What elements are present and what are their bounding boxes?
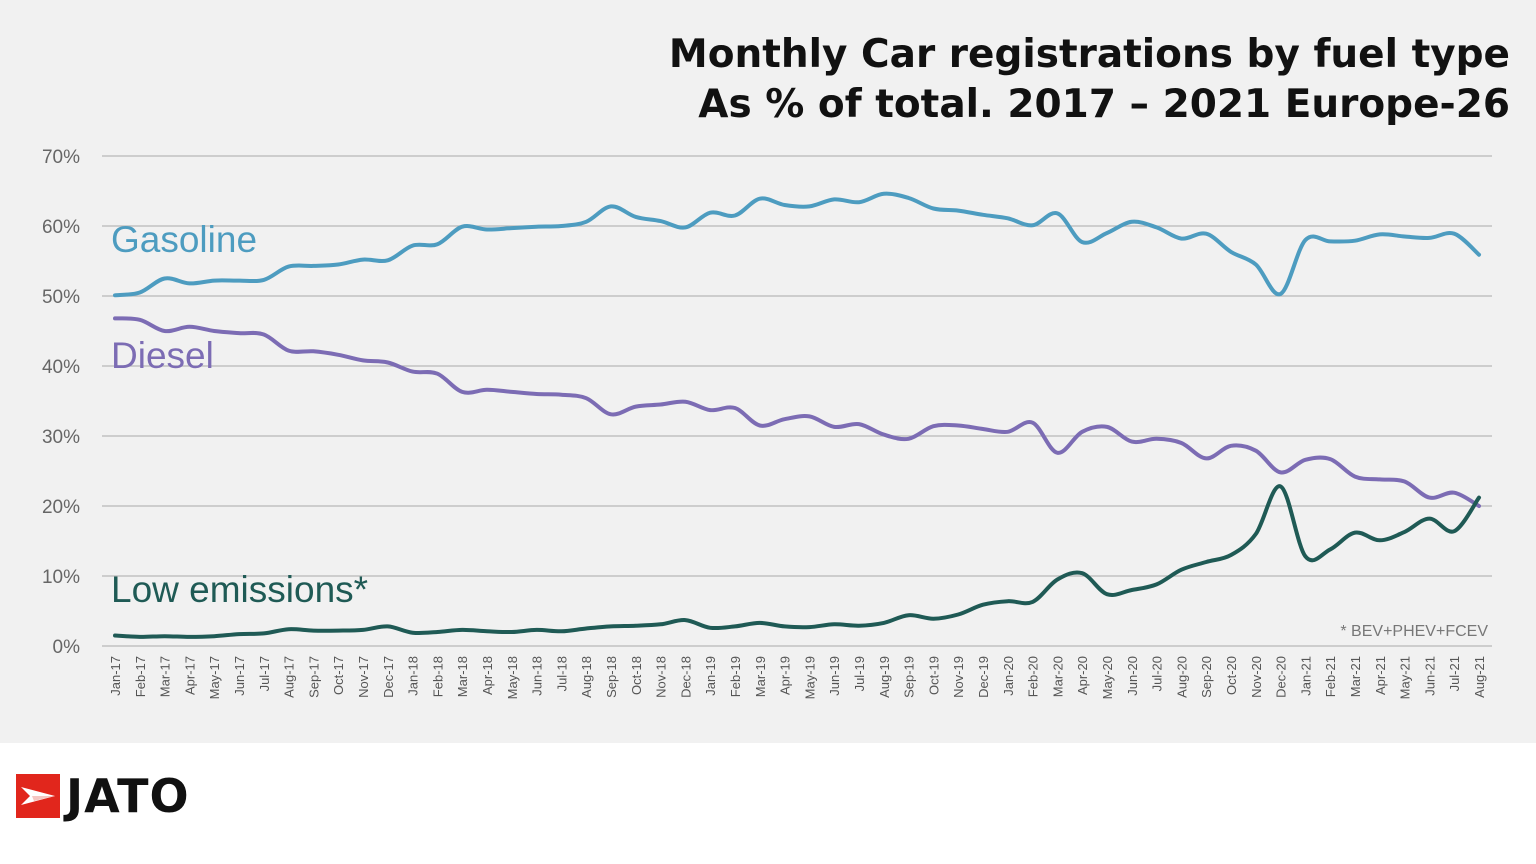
y-axis-ticks: 0% 10% 20% 30% 40% 50% 60% 70%	[42, 147, 80, 658]
x-tick-label: Apr-18	[480, 656, 495, 695]
jato-logo-mark-icon	[16, 774, 60, 818]
footer	[0, 743, 1536, 864]
x-tick-label: Apr-20	[1075, 656, 1090, 695]
x-tick-label: Sep-18	[604, 656, 619, 698]
x-tick-label: Jan-19	[703, 656, 718, 696]
series-line-low-emissions	[113, 484, 1481, 639]
x-tick-label: Jul-17	[257, 656, 272, 691]
x-tick-label: Jul-18	[554, 656, 569, 691]
y-tick-label: 60%	[42, 217, 80, 238]
x-tick-label: Dec-20	[1274, 656, 1289, 698]
x-tick-label: Jul-20	[1150, 656, 1165, 691]
series-lines	[113, 191, 1481, 639]
chart-slide: 0% 10% 20% 30% 40% 50% 60% 70% Jan-17 Feb-17 Mar-…	[0, 0, 1536, 743]
x-tick-label: Jun-19	[827, 656, 842, 696]
x-tick-label: Jan-17	[108, 656, 123, 696]
x-tick-label: Sep-20	[1199, 656, 1214, 698]
y-tick-label: 70%	[42, 147, 80, 168]
x-tick-label: Apr-19	[778, 656, 793, 695]
x-tick-label: Feb-20	[1026, 656, 1041, 697]
x-tick-label: Jul-21	[1447, 656, 1462, 691]
x-tick-label: Feb-18	[430, 656, 445, 697]
x-tick-label: Jan-21	[1298, 656, 1313, 696]
y-tick-label: 20%	[42, 497, 80, 518]
x-tick-label: Dec-18	[678, 656, 693, 698]
footnote: * BEV+PHEV+FCEV	[1340, 623, 1488, 640]
x-tick-label: Jun-20	[1125, 656, 1140, 696]
x-tick-label: Feb-21	[1323, 656, 1338, 697]
x-tick-label: May-18	[505, 656, 520, 699]
series-label-diesel: Diesel	[111, 335, 214, 376]
x-tick-label: Nov-20	[1249, 656, 1264, 698]
x-tick-label: Jul-19	[852, 656, 867, 691]
x-tick-label: Jan-20	[1001, 656, 1016, 696]
y-tick-label: 10%	[42, 567, 80, 588]
x-tick-label: Oct-17	[331, 656, 346, 695]
chart-title: Monthly Car registrations by fuel type A…	[669, 30, 1510, 130]
x-tick-label: May-19	[802, 656, 817, 699]
x-tick-label: Aug-20	[1174, 656, 1189, 698]
x-axis-ticks: Jan-17 Feb-17 Mar-17 Apr-17 May-17 Jun-17 Jul-…	[108, 656, 1487, 699]
x-tick-label: Dec-19	[976, 656, 991, 698]
x-tick-label: Jun-17	[232, 656, 247, 696]
x-tick-label: Mar-20	[1050, 656, 1065, 697]
x-tick-label: Feb-19	[728, 656, 743, 697]
x-tick-label: Jun-18	[530, 656, 545, 696]
x-tick-label: Mar-17	[158, 656, 173, 697]
x-tick-label: Oct-19	[926, 656, 941, 695]
x-tick-label: May-17	[207, 656, 222, 699]
x-tick-label: Aug-21	[1472, 656, 1487, 698]
series-line-gasoline	[113, 191, 1481, 298]
x-tick-label: Sep-17	[306, 656, 321, 698]
x-tick-label: Feb-17	[133, 656, 148, 697]
x-tick-label: May-20	[1100, 656, 1115, 699]
x-tick-label: Nov-18	[654, 656, 669, 698]
y-tick-label: 40%	[42, 357, 80, 378]
x-tick-label: Mar-21	[1348, 656, 1363, 697]
series-labels: Gasoline Diesel Low emissions*	[111, 219, 368, 610]
x-tick-label: Aug-18	[579, 656, 594, 698]
y-tick-label: 0%	[53, 637, 81, 658]
x-tick-label: Mar-19	[753, 656, 768, 697]
x-tick-label: Nov-17	[356, 656, 371, 698]
logo-text: JATO	[66, 769, 190, 823]
grid-lines	[102, 155, 1492, 647]
x-tick-label: Jan-18	[406, 656, 421, 696]
x-tick-label: May-21	[1398, 656, 1413, 699]
x-tick-label: Dec-17	[381, 656, 396, 698]
x-tick-label: Jun-21	[1422, 656, 1437, 696]
x-tick-label: Nov-19	[951, 656, 966, 698]
series-line-diesel	[113, 316, 1481, 508]
y-tick-label: 30%	[42, 427, 80, 448]
title-line-2: As % of total. 2017 – 2021 Europe-26	[698, 82, 1510, 127]
x-tick-label: Mar-18	[455, 656, 470, 697]
line-chart: 0% 10% 20% 30% 40% 50% 60% 70% Jan-17 Feb-17 Mar-…	[42, 147, 1492, 699]
x-tick-label: Oct-20	[1224, 656, 1239, 695]
x-tick-label: Aug-19	[877, 656, 892, 698]
y-tick-label: 50%	[42, 287, 80, 308]
x-tick-label: Sep-19	[902, 656, 917, 698]
jato-logo: JATO	[16, 772, 190, 820]
series-label-low-emissions: Low emissions*	[111, 569, 368, 610]
x-tick-label: Apr-21	[1373, 656, 1388, 695]
title-line-1: Monthly Car registrations by fuel type	[668, 32, 1510, 77]
x-tick-label: Oct-18	[629, 656, 644, 695]
x-tick-label: Apr-17	[182, 656, 197, 695]
x-tick-label: Aug-17	[282, 656, 297, 698]
series-label-gasoline: Gasoline	[111, 219, 257, 260]
